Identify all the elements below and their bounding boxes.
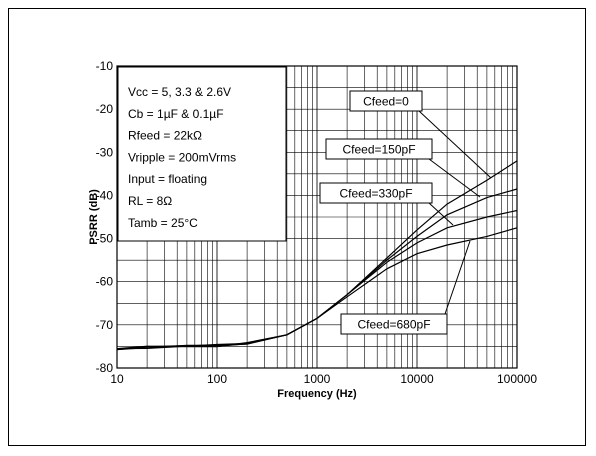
- x-tick-label: 100000: [497, 372, 537, 386]
- series-label: Cfeed=330pF: [339, 187, 412, 201]
- series-label: Cfeed=0: [363, 95, 409, 109]
- x-tick-label: 1000: [304, 372, 331, 386]
- callout-box: [325, 138, 433, 160]
- info-line: Rfeed = 22kΩ: [128, 129, 202, 143]
- y-tick-label: -60: [96, 275, 114, 289]
- series-group: [116, 160, 518, 351]
- plot-border: [116, 65, 518, 369]
- info-line: Tamb = 25°C: [128, 216, 198, 230]
- y-tick-label: -10: [96, 59, 114, 73]
- x-tick-label: 10000: [400, 372, 434, 386]
- info-box: Vcc = 5, 3.3 & 2.6V Cb = 1µF & 0.1µF Rfeed…: [117, 66, 287, 242]
- info-line: RL = 8Ω: [128, 194, 172, 208]
- info-line: Input = floating: [128, 172, 207, 186]
- y-tick-label: -80: [96, 361, 114, 375]
- info-line: Cb = 1µF & 0.1µF: [128, 107, 224, 121]
- info-line: Vripple = 200mVrms: [128, 150, 236, 164]
- y-tick-labels: -10 -20 -30 -40 -50 -60 -70 -80: [96, 59, 114, 375]
- y-tick-label: -50: [96, 232, 114, 246]
- x-axis-label: Frequency (Hz): [277, 388, 357, 400]
- callout-leader: [444, 240, 471, 315]
- callout-leader: [418, 110, 492, 179]
- y-tick-label: -70: [96, 318, 114, 332]
- callout-box: [340, 313, 448, 335]
- info-line: Vcc = 5, 3.3 & 2.6V: [128, 85, 231, 99]
- callout-leader: [428, 158, 481, 198]
- y-tick-label: -20: [96, 102, 114, 116]
- callout-box: [349, 90, 423, 112]
- callouts: Cfeed=0 Cfeed=150pF Cfeed=330pF Cfeed=680pF: [319, 90, 492, 335]
- y-tick-label: -30: [96, 145, 114, 159]
- info-box-frame: [117, 66, 287, 242]
- series-line-4: [116, 227, 518, 350]
- y-axis-label: PSRR (dB): [88, 189, 100, 245]
- x-tick-label: 100: [207, 372, 227, 386]
- x-tick-labels: 10 100 1000 10000 100000: [110, 372, 537, 386]
- series-label: Cfeed=150pF: [342, 143, 415, 157]
- callout-leader: [428, 202, 454, 226]
- x-tick-label: 10: [110, 372, 124, 386]
- y-tick-label: -40: [96, 188, 114, 202]
- series-label: Cfeed=680pF: [357, 318, 430, 332]
- callout-box: [319, 182, 433, 204]
